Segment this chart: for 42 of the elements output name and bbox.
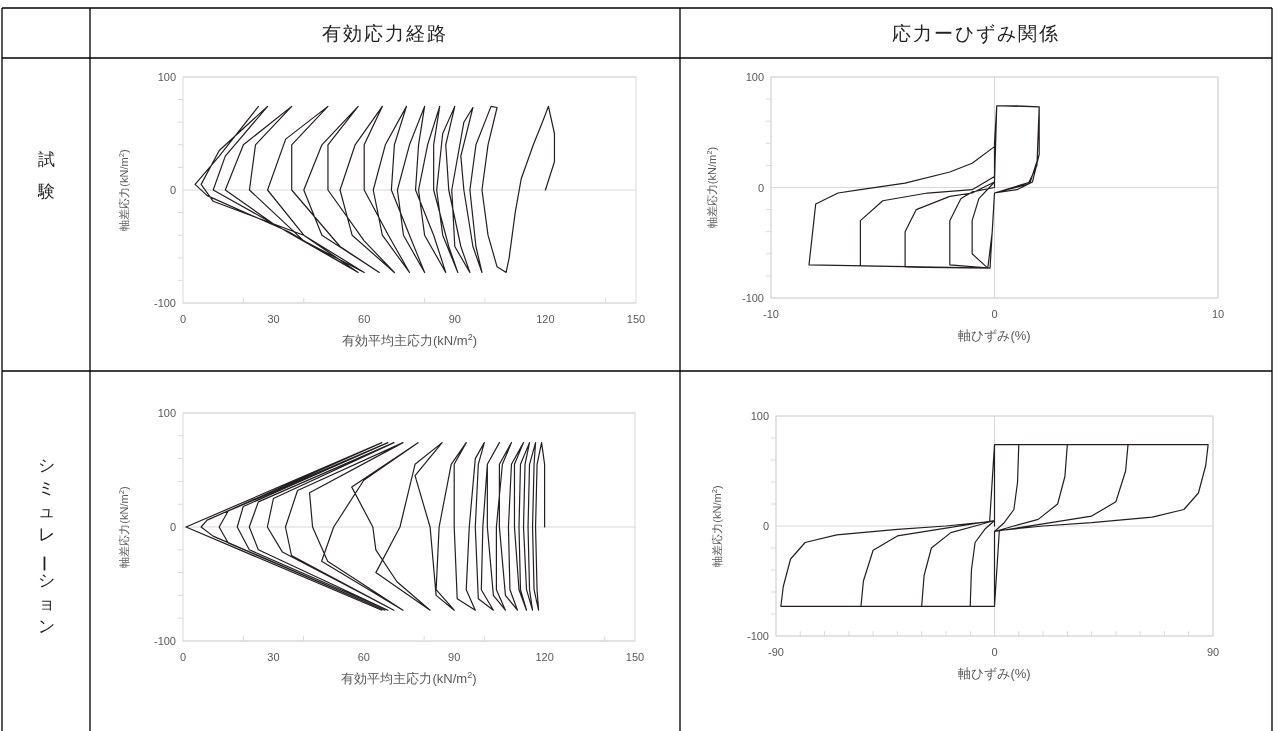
line-series: [185, 442, 546, 611]
x-axis-title: 軸ひずみ(%): [958, 666, 1031, 681]
y-tick-label: 0: [169, 184, 176, 196]
x-tick-label: 10: [1211, 308, 1225, 320]
line-series: [808, 105, 1040, 269]
chart-title: 有効応力経路: [322, 23, 448, 44]
x-tick-label: 0: [179, 313, 187, 325]
y-tick-label: 100: [750, 410, 769, 422]
y-tick-label: -100: [741, 292, 764, 304]
y-tick-label: 0: [169, 521, 176, 533]
y-tick-label: -100: [153, 297, 176, 309]
line-series: [780, 444, 1209, 607]
x-tick-label: -90: [768, 646, 784, 658]
x-tick-label: 150: [625, 651, 645, 663]
x-tick-label: 0: [991, 308, 998, 320]
x-tick-label: 60: [358, 313, 371, 325]
x-tick-label: 30: [267, 313, 280, 325]
x-tick-label: 150: [626, 313, 646, 325]
x-axis-title: 軸ひずみ(%): [958, 328, 1031, 343]
row-label: シミュレーション: [33, 455, 55, 636]
row-label: 試験: [37, 150, 55, 201]
x-tick-label: 120: [535, 651, 554, 663]
chart-title: 応力ーひずみ関係: [892, 23, 1060, 44]
y-tick-label: -100: [153, 635, 176, 647]
y-tick-label: 100: [157, 407, 176, 419]
x-tick-label: 90: [448, 651, 461, 663]
x-tick-label: 120: [536, 313, 555, 325]
x-tick-label: 30: [267, 651, 280, 663]
x-tick-label: 60: [357, 651, 370, 663]
x-axis-title: 有効平均主応力(kN/m$^{2}$): [341, 332, 478, 348]
x-tick-label: 90: [448, 313, 461, 325]
x-tick-label: 90: [1206, 646, 1220, 658]
y-tick-label: 0: [762, 520, 769, 532]
y-tick-label: 0: [757, 181, 764, 194]
x-tick-label: -10: [763, 308, 779, 320]
y-tick-label: 100: [157, 71, 176, 83]
y-tick-label: 100: [745, 71, 764, 83]
y-tick-label: -100: [746, 630, 769, 642]
line-series: [194, 105, 556, 274]
x-axis-title: 有効平均主応力(kN/m$^{2}$): [341, 670, 477, 686]
x-tick-label: 0: [179, 651, 187, 663]
x-tick-label: 0: [991, 646, 998, 658]
